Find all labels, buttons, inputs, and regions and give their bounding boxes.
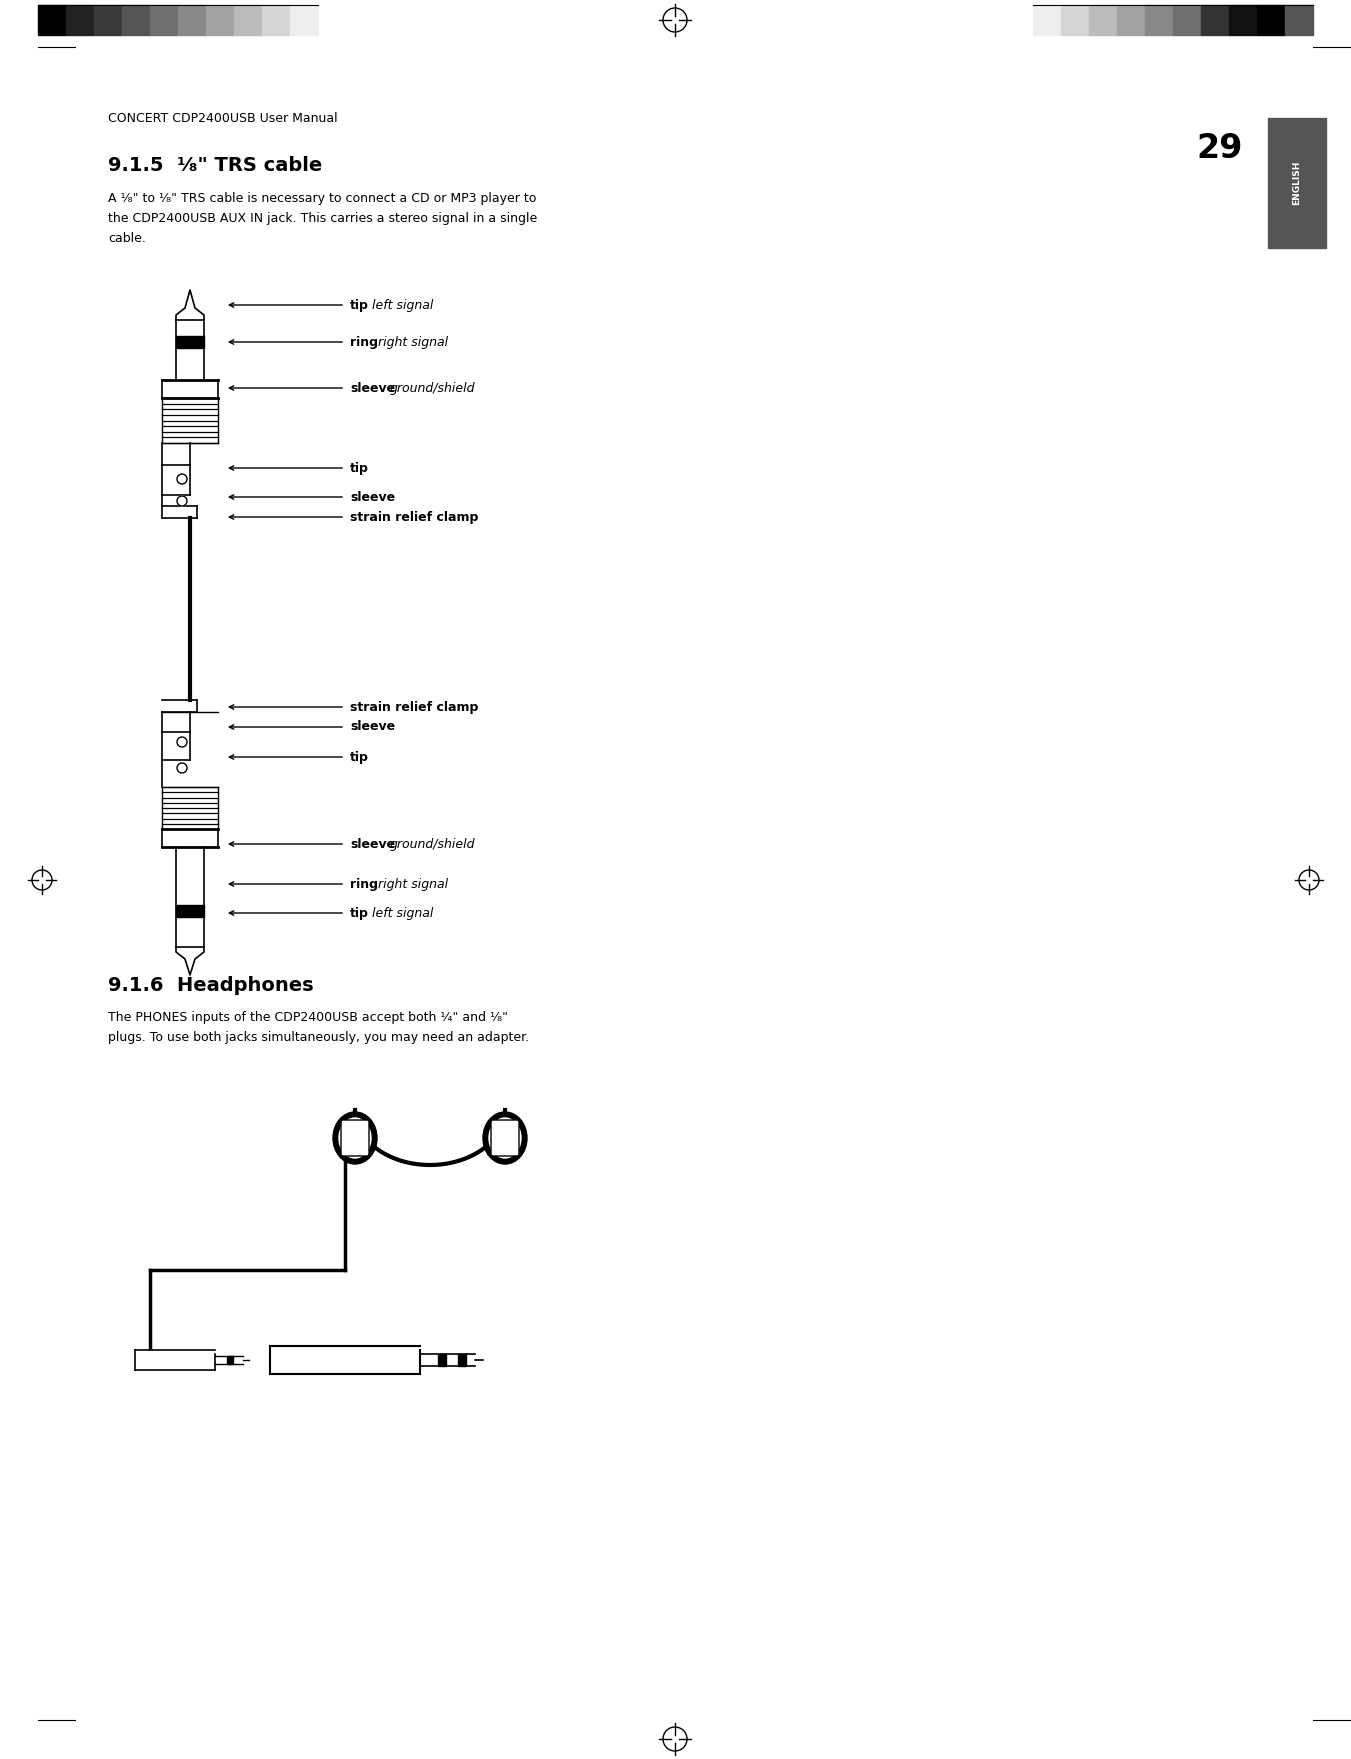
Bar — [1173, 5, 1201, 35]
Text: sleeve: sleeve — [350, 721, 394, 734]
Bar — [205, 5, 234, 35]
Text: sleeve: sleeve — [350, 382, 394, 394]
Circle shape — [177, 763, 186, 772]
Text: ground/shield: ground/shield — [390, 837, 476, 851]
Ellipse shape — [339, 1119, 372, 1157]
Bar — [1201, 5, 1229, 35]
Bar — [1117, 5, 1146, 35]
Text: ring: ring — [350, 336, 378, 348]
Text: tip: tip — [350, 751, 369, 763]
Ellipse shape — [484, 1112, 527, 1164]
Bar — [262, 5, 290, 35]
Text: cable.: cable. — [108, 232, 146, 245]
Polygon shape — [176, 290, 204, 320]
Text: left signal: left signal — [373, 299, 434, 311]
Ellipse shape — [489, 1119, 521, 1157]
Bar — [1034, 5, 1061, 35]
Circle shape — [177, 496, 186, 507]
Text: the CDP2400USB AUX IN jack. This carries a stereo signal in a single: the CDP2400USB AUX IN jack. This carries… — [108, 211, 538, 225]
Text: 9.1.6  Headphones: 9.1.6 Headphones — [108, 976, 313, 994]
Bar — [1256, 5, 1285, 35]
Text: 9.1.5  ¹⁄₈" TRS cable: 9.1.5 ¹⁄₈" TRS cable — [108, 155, 323, 174]
Ellipse shape — [332, 1112, 377, 1164]
Bar — [38, 5, 66, 35]
FancyBboxPatch shape — [340, 1120, 369, 1156]
Circle shape — [177, 473, 186, 484]
Bar — [1146, 5, 1173, 35]
Bar — [1089, 5, 1117, 35]
Text: left signal: left signal — [373, 906, 434, 920]
Bar — [1269, 118, 1325, 248]
Text: tip: tip — [350, 461, 369, 475]
Text: strain relief clamp: strain relief clamp — [350, 700, 478, 714]
Bar — [66, 5, 95, 35]
Bar — [95, 5, 122, 35]
Circle shape — [177, 737, 186, 748]
Bar — [178, 5, 205, 35]
Text: CONCERT CDP2400USB User Manual: CONCERT CDP2400USB User Manual — [108, 111, 338, 125]
Text: ring: ring — [350, 878, 378, 890]
FancyBboxPatch shape — [490, 1120, 519, 1156]
Text: The PHONES inputs of the CDP2400USB accept both ¹⁄₄" and ¹⁄₈": The PHONES inputs of the CDP2400USB acce… — [108, 1010, 508, 1024]
Text: A ¹⁄₈" to ¹⁄₈" TRS cable is necessary to connect a CD or MP3 player to: A ¹⁄₈" to ¹⁄₈" TRS cable is necessary to… — [108, 192, 536, 204]
Bar — [234, 5, 262, 35]
Text: plugs. To use both jacks simultaneously, you may need an adapter.: plugs. To use both jacks simultaneously,… — [108, 1031, 530, 1043]
Bar — [290, 5, 317, 35]
Text: ENGLISH: ENGLISH — [1293, 160, 1301, 206]
Text: tip: tip — [350, 906, 369, 920]
Bar — [1229, 5, 1256, 35]
Text: tip: tip — [350, 299, 369, 311]
Text: sleeve: sleeve — [350, 837, 394, 851]
Text: right signal: right signal — [378, 336, 449, 348]
Polygon shape — [176, 946, 204, 974]
Text: strain relief clamp: strain relief clamp — [350, 510, 478, 524]
Text: ground/shield: ground/shield — [390, 382, 476, 394]
Bar — [1285, 5, 1313, 35]
Text: 29: 29 — [1197, 132, 1243, 165]
Bar — [1061, 5, 1089, 35]
Bar — [122, 5, 150, 35]
Text: sleeve: sleeve — [350, 491, 394, 503]
Bar — [150, 5, 178, 35]
Text: right signal: right signal — [378, 878, 449, 890]
